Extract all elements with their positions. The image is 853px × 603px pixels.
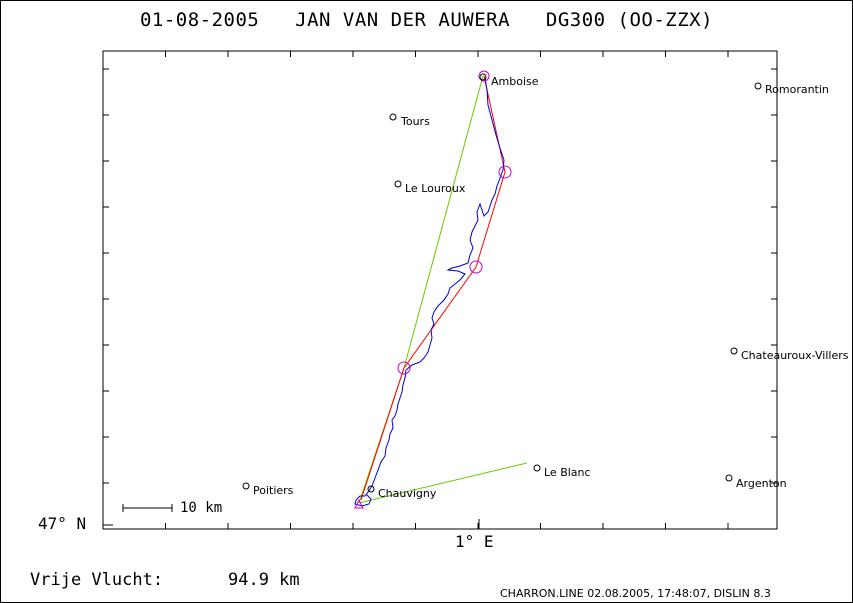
longitude-label: 1° E — [455, 532, 494, 551]
declared-leg-1 — [403, 75, 484, 369]
latitude-label: 47° N — [38, 514, 87, 533]
city-le-blanc: Le Blanc — [533, 464, 591, 479]
city-label: Chateauroux-Villers — [741, 349, 849, 362]
city-chauvigny: Chauvigny — [367, 485, 437, 500]
flight-title: 01-08-2005 JAN VAN DER AUWERA DG300 (OO-… — [139, 9, 714, 31]
axes-box — [102, 50, 778, 530]
finish-triangle — [354, 498, 364, 509]
city-label: Le Louroux — [405, 182, 466, 195]
axis-ticks — [102, 51, 777, 530]
footer-info: CHARRON.LINE 02.08.2005, 17:48:07, DISLI… — [500, 587, 771, 600]
scale-bar — [122, 504, 173, 512]
distance-label: Vrije Vlucht: — [30, 570, 164, 590]
city-le-louroux: Le Louroux — [394, 180, 466, 195]
distance-value: 94.9 km — [228, 570, 300, 590]
city-argenton: Argenton — [725, 474, 787, 490]
city-label: Romorantin — [765, 83, 829, 96]
city-label: Tours — [400, 115, 430, 128]
city-label: Amboise — [491, 75, 539, 88]
city-amboise: Amboise — [479, 73, 539, 88]
city-romorantin: Romorantin — [754, 82, 829, 96]
city-label: Chauvigny — [378, 487, 437, 500]
city-label: Le Blanc — [544, 466, 591, 479]
city-chateauroux-villers: Chateauroux-Villers — [730, 347, 849, 362]
city-label: Poitiers — [253, 484, 294, 497]
declared-leg-3 — [358, 462, 528, 504]
turnpoint-start — [478, 70, 490, 82]
city-poitiers: Poitiers — [242, 482, 294, 497]
city-label: Argenton — [736, 477, 787, 490]
turnpoint-1 — [498, 165, 512, 179]
turnpoint-3 — [397, 361, 411, 375]
city-tours: Tours — [389, 113, 430, 128]
scored-task-line — [360, 75, 506, 501]
flight-track — [354, 77, 505, 507]
turnpoint-2 — [469, 260, 483, 274]
scale-bar-label: 10 km — [180, 500, 223, 516]
